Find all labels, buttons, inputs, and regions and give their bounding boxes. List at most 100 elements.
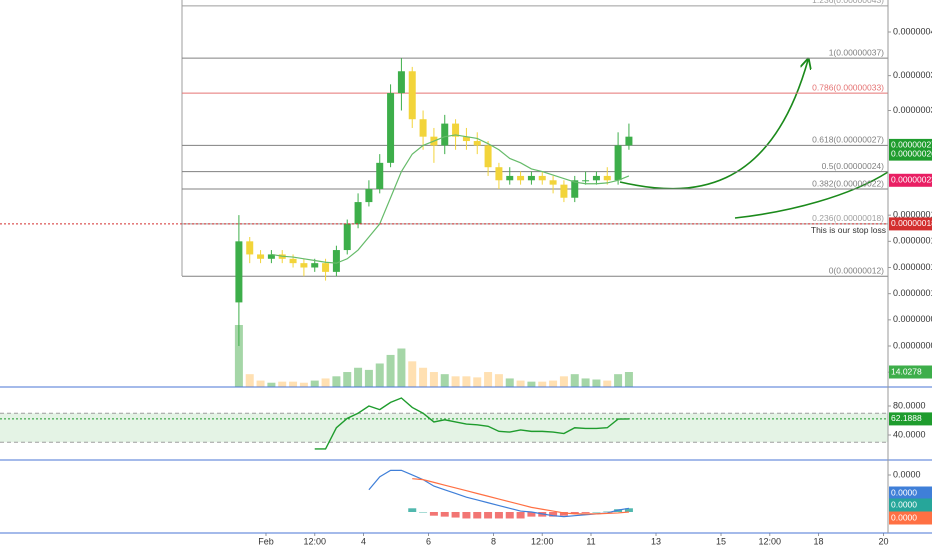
price-badge: 0.00000023 [891, 175, 932, 185]
candle-body [235, 241, 243, 303]
candle-body [376, 162, 384, 190]
candle-body [582, 180, 590, 182]
histogram-bar [516, 511, 525, 519]
x-tick-label: 15 [716, 536, 726, 546]
candle-body [397, 71, 405, 94]
candle-body [354, 202, 362, 224]
signal-line [412, 478, 629, 515]
volume-bar [516, 380, 525, 387]
candle-body [408, 71, 416, 120]
price-badge: 0.00000026 [891, 148, 932, 158]
price-badge: 0.00000027 [891, 140, 932, 150]
candle-body [549, 180, 557, 185]
x-tick-label: 8 [491, 536, 496, 546]
histogram-bar [408, 508, 417, 512]
volume-bar [462, 376, 471, 387]
candle-body [571, 180, 579, 198]
histogram-bar [451, 511, 460, 518]
volume-bar [592, 379, 601, 387]
x-tick-label: 13 [651, 536, 661, 546]
volume-bar [375, 363, 384, 387]
candle-body [267, 254, 275, 259]
y-tick-label: 0.00000040 [893, 26, 932, 36]
volume-bar [549, 380, 558, 387]
volume-bar [570, 374, 579, 387]
moving-average [271, 134, 630, 264]
candle-body [332, 250, 340, 272]
candle-body [462, 136, 470, 142]
macd-badge-bg [889, 486, 932, 500]
volume-bar [332, 376, 341, 387]
rsi-band [0, 413, 888, 443]
candle-body [538, 175, 546, 181]
histogram-bar [505, 511, 514, 519]
hist-badge: 0.0000 [891, 499, 917, 509]
candle-body [560, 184, 568, 198]
volume-bar [397, 348, 406, 387]
candle-body [603, 175, 611, 181]
candle-body [387, 93, 395, 163]
fib-label: 0.382(0.00000022) [812, 178, 884, 188]
volume-bar [624, 372, 633, 387]
histogram-bar [603, 511, 612, 513]
volume-bar [321, 378, 330, 387]
histogram-bar [473, 511, 482, 519]
candle-body [289, 258, 297, 264]
volume-bar [289, 381, 298, 387]
macd-badge: 0.0000 [891, 487, 917, 497]
y-tick-label: 40.0000 [893, 429, 926, 439]
volume-bar [267, 382, 276, 387]
candle-body [517, 175, 525, 181]
y-tick-label: 0.00000019 [893, 210, 932, 220]
y-tick-label: 0.00000031 [893, 105, 932, 115]
histogram-bar [549, 511, 558, 517]
x-tick-label: 4 [361, 536, 366, 546]
fib-label: 0.236(0.00000018) [812, 213, 884, 223]
candle-body [625, 136, 633, 146]
volume-bar [440, 374, 449, 387]
volume-bar [538, 381, 547, 387]
x-tick-label: 11 [586, 536, 595, 546]
price-badge-bg [889, 147, 932, 161]
candle-body [257, 254, 265, 259]
candle-body [322, 263, 330, 272]
volume-bar [408, 361, 417, 387]
volume-bar [473, 377, 482, 387]
fib-label: 1(0.00000037) [829, 47, 884, 57]
x-tick-label: 12:00 [531, 536, 554, 546]
candle-body [419, 119, 427, 137]
y-tick-label: 80.0000 [893, 400, 926, 410]
y-tick-label: 0.00000010 [893, 288, 932, 298]
y-tick-label: 0.00000035 [893, 70, 932, 80]
volume-bar [527, 381, 536, 387]
volume-bar [614, 374, 623, 387]
volume-bar [429, 372, 438, 387]
fib-label: 0.5(0.00000024) [822, 161, 885, 171]
histogram-bar [462, 511, 471, 519]
hist-badge-bg [889, 498, 932, 512]
volume-bar [245, 374, 254, 387]
candle-body [484, 145, 492, 168]
volume-bar [234, 324, 243, 387]
volume-bar [343, 372, 352, 387]
candle-body [365, 189, 373, 203]
stop-loss-badge-bg [889, 217, 932, 231]
x-tick-label: 20 [879, 536, 889, 546]
candle-body [343, 223, 351, 251]
volume-bar [505, 378, 514, 387]
volume-bar [364, 369, 373, 387]
candle-body [614, 145, 622, 181]
y-tick-label: 0.00000016 [893, 236, 932, 246]
x-tick-label: 6 [426, 536, 431, 546]
volume-bar [559, 376, 568, 387]
volume-bar [419, 367, 428, 387]
x-tick-label: 12:00 [303, 536, 326, 546]
histogram-bar [440, 511, 449, 517]
candle-body [527, 175, 535, 181]
x-tick-label: 18 [814, 536, 824, 546]
histogram-bar [494, 511, 503, 519]
stop-loss-text: This is our stop loss [811, 225, 886, 235]
rsi-line [314, 397, 629, 450]
volume-bar [256, 380, 265, 387]
